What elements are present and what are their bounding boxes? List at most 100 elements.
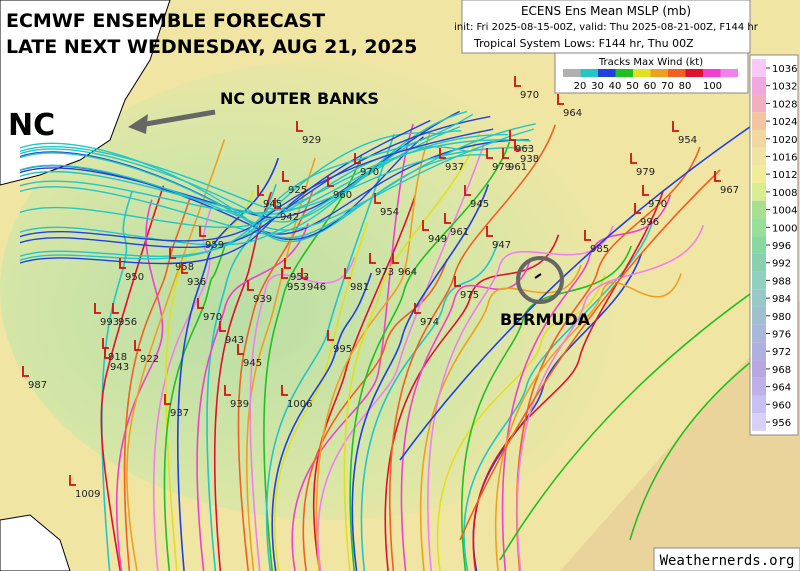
pressure-label: 950 xyxy=(125,272,144,283)
track xyxy=(351,184,490,571)
low-marker xyxy=(281,268,288,279)
low-marker xyxy=(486,226,493,237)
colorbar-segment xyxy=(752,395,766,414)
land-south xyxy=(0,514,71,571)
low-marker xyxy=(374,193,381,204)
pressure-label: 964 xyxy=(398,267,417,278)
pressure-label: 937 xyxy=(445,162,464,173)
pressure-label: 1006 xyxy=(287,399,312,410)
wind-swatch xyxy=(685,69,703,77)
colorbar-tick-label: 1004 xyxy=(772,206,797,217)
bermuda-circle xyxy=(516,256,564,304)
low-marker xyxy=(514,76,521,87)
pressure-label: 936 xyxy=(187,277,206,288)
colorbar-segment xyxy=(752,271,766,290)
low-marker xyxy=(486,148,493,159)
pressure-label: 945 xyxy=(470,199,489,210)
low-marker xyxy=(454,276,461,287)
track xyxy=(19,126,461,246)
title-line-1: ECMWF ENSEMBLE FORECAST xyxy=(6,10,325,32)
colorbar-tick-label: 980 xyxy=(772,312,791,323)
low-marker xyxy=(414,303,421,314)
pressure-label: 925 xyxy=(288,185,307,196)
pressure-label: 996 xyxy=(640,217,659,228)
colorbar-tick-label: 1024 xyxy=(772,117,797,128)
low-marker xyxy=(224,385,231,396)
pressure-label: 939 xyxy=(230,399,249,410)
pressure-label: 979 xyxy=(492,162,511,173)
info-init: init: Fri 2025-08-15-00Z, valid: Thu 202… xyxy=(454,22,759,33)
low-marker xyxy=(714,171,721,182)
low-marker xyxy=(354,153,361,164)
track xyxy=(19,110,467,223)
pressure-label: 945 xyxy=(263,199,282,210)
pressure-label: 970 xyxy=(648,199,667,210)
colorbar-tick-label: 1028 xyxy=(772,99,797,110)
colorbar-segment xyxy=(752,289,766,307)
low-marker xyxy=(219,321,226,332)
wind-swatch xyxy=(580,69,598,77)
colorbar-segment xyxy=(752,413,766,431)
colorbar-tick-label: 1036 xyxy=(772,64,797,75)
colorbar-segment xyxy=(752,59,766,77)
track xyxy=(472,190,664,571)
wind-swatch xyxy=(650,69,668,77)
low-pressure-area xyxy=(0,60,660,520)
colorbar-segment xyxy=(752,129,766,148)
colorbar-tick-label: 964 xyxy=(772,383,791,394)
low-marker xyxy=(274,198,281,209)
low-marker xyxy=(444,213,451,224)
low-marker xyxy=(119,258,126,269)
colorbar-segment xyxy=(752,94,766,113)
low-marker xyxy=(22,366,29,377)
pressure-label: 995 xyxy=(333,344,352,355)
colorbar-segment xyxy=(752,377,766,396)
colorbar-tick-label: 976 xyxy=(772,330,791,341)
wind-tick-label: 80 xyxy=(679,81,692,92)
low-marker xyxy=(369,253,376,264)
pressure-label: 945 xyxy=(243,358,262,369)
track xyxy=(360,240,500,571)
low-marker xyxy=(642,185,649,196)
wind-swatch xyxy=(598,69,616,77)
track xyxy=(152,207,212,571)
track xyxy=(176,157,280,571)
bermuda-island xyxy=(534,273,542,279)
colorbar-tick-label: 988 xyxy=(772,276,791,287)
low-marker xyxy=(281,385,288,396)
pressure-label: 922 xyxy=(140,354,159,365)
low-marker xyxy=(514,140,521,151)
track xyxy=(461,245,632,571)
track xyxy=(263,154,363,571)
credit-box xyxy=(653,547,800,571)
low-marker xyxy=(502,148,509,159)
info-panel xyxy=(461,0,751,54)
low-marker xyxy=(94,303,101,314)
low-marker xyxy=(344,268,351,279)
track xyxy=(123,197,191,571)
track xyxy=(19,115,491,248)
track xyxy=(163,243,227,571)
pressure-label: 954 xyxy=(380,207,399,218)
track xyxy=(19,128,534,231)
colorbar-tick-label: 1012 xyxy=(772,170,797,181)
track xyxy=(515,146,701,571)
arrow-head xyxy=(128,114,148,134)
pressure-label: 961 xyxy=(450,227,469,238)
colorbar-tick-label: 1032 xyxy=(772,82,797,93)
track xyxy=(349,141,511,571)
colorbar-segment xyxy=(752,253,766,272)
info-title: ECENS Ens Mean MSLP (mb) xyxy=(521,4,691,18)
nc-label: NC xyxy=(8,108,55,143)
pressure-label: 918 xyxy=(108,352,127,363)
pressure-label: 938 xyxy=(520,154,539,165)
track xyxy=(19,128,494,242)
track xyxy=(499,279,771,561)
track xyxy=(273,222,369,571)
track xyxy=(100,185,165,571)
colorbar-segment xyxy=(752,165,766,184)
pressure-label: 958 xyxy=(175,262,194,273)
low-marker xyxy=(634,203,641,214)
wind-tick-label: 30 xyxy=(591,81,604,92)
low-marker xyxy=(327,330,334,341)
